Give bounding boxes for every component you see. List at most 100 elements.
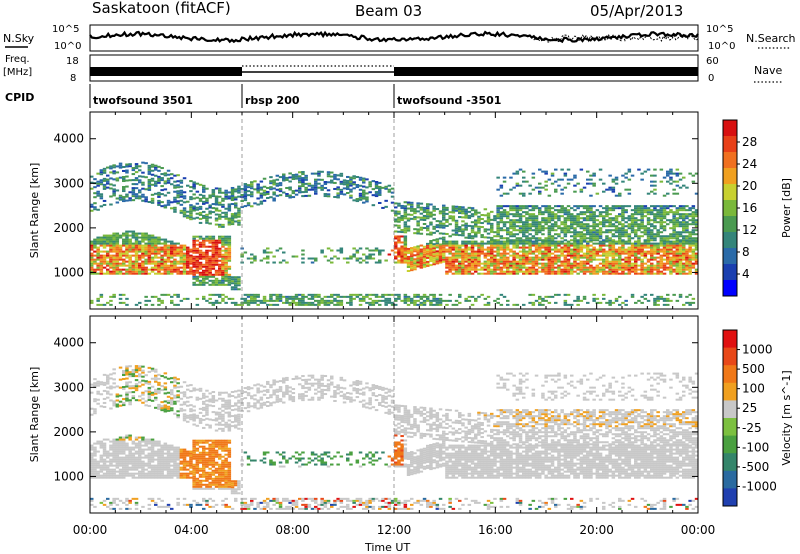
power-cell: [618, 192, 622, 195]
power-cell: [653, 301, 657, 304]
power-cell: [221, 239, 225, 242]
power-cell: [429, 303, 433, 306]
power-cell: [317, 174, 321, 177]
power-cell: [157, 256, 161, 259]
power-cell: [93, 262, 97, 265]
power-cell: [486, 264, 491, 267]
power-cell: [627, 270, 632, 273]
velocity-cell: [90, 454, 94, 457]
power-cell: [371, 253, 376, 256]
power-cell: [243, 193, 248, 196]
power-cell: [406, 257, 411, 260]
power-cell: [218, 195, 222, 198]
power-cell: [189, 260, 193, 263]
power-cell: [90, 181, 94, 184]
power-cell: [678, 213, 683, 216]
power-cell: [656, 205, 660, 208]
power-cell: [634, 270, 638, 273]
power-cell: [461, 250, 465, 253]
power-cell: [461, 268, 465, 271]
power-cell: [598, 262, 603, 265]
power-cell: [650, 239, 654, 242]
velocity-cell: [109, 474, 113, 477]
power-cell: [192, 197, 196, 200]
power-cell: [659, 209, 664, 212]
power-cell: [426, 250, 430, 253]
power-cell: [602, 221, 606, 224]
power-cell: [454, 223, 459, 226]
power-cell: [237, 209, 241, 212]
power-cell: [221, 235, 225, 238]
power-cell: [598, 221, 603, 224]
power-cell: [650, 235, 654, 238]
power-cell: [448, 240, 452, 243]
power-cell: [557, 256, 561, 259]
power-cell: [547, 252, 552, 255]
power-cell: [499, 248, 504, 251]
power-cell: [563, 301, 568, 304]
power-cell: [250, 187, 254, 190]
power-cell: [227, 257, 232, 260]
power-cell: [589, 235, 593, 238]
power-cell: [253, 255, 257, 258]
power-cell: [509, 248, 513, 251]
power-cell: [650, 237, 654, 240]
power-cell: [528, 252, 532, 255]
power-cell: [262, 189, 267, 192]
power-cell: [432, 205, 436, 208]
power-cell: [509, 207, 513, 210]
power-cell: [96, 208, 100, 211]
power-cell: [682, 250, 686, 253]
power-cell: [470, 266, 475, 269]
power-cell: [182, 244, 187, 247]
power-cell: [374, 295, 379, 298]
power-cell: [499, 260, 504, 263]
power-cell: [451, 248, 456, 251]
power-cell: [208, 261, 212, 264]
power-cell: [531, 237, 536, 240]
power-cell: [640, 207, 644, 210]
power-cell: [694, 225, 699, 228]
power-cell: [618, 242, 622, 245]
power-cell: [544, 172, 548, 175]
power-cell: [224, 237, 228, 240]
power-cell: [202, 186, 206, 189]
power-cell: [131, 264, 136, 267]
power-cell: [611, 301, 616, 304]
power-cell: [390, 293, 395, 296]
power-cell: [198, 199, 203, 202]
power-cell: [454, 258, 459, 261]
power-cell: [125, 264, 129, 267]
power-cell: [582, 213, 587, 216]
power-cell: [154, 184, 158, 187]
power-cell: [227, 195, 232, 198]
power-cell: [653, 237, 657, 240]
power-cell: [547, 211, 552, 214]
power-cell: [694, 233, 699, 236]
power-cell: [374, 183, 379, 186]
power-cell: [541, 264, 545, 267]
power-cell: [422, 293, 427, 296]
power-cell: [176, 260, 180, 263]
power-cell: [141, 268, 145, 271]
power-cell: [432, 247, 436, 250]
power-cell: [170, 242, 174, 245]
power-cell: [435, 297, 440, 300]
power-cell: [173, 268, 177, 271]
power-cell: [406, 263, 411, 266]
power-cell: [109, 244, 113, 247]
power-cell: [400, 261, 404, 264]
power-cell: [134, 197, 139, 200]
power-cell: [208, 273, 212, 276]
power-cell: [598, 205, 603, 208]
power-cell: [426, 205, 430, 208]
power-cell: [672, 180, 676, 183]
power-cell: [557, 233, 561, 236]
power-cell: [682, 231, 686, 234]
power-cell: [202, 297, 206, 300]
power-cell: [518, 240, 523, 243]
power-cell: [560, 229, 564, 232]
power-cell: [227, 247, 232, 250]
power-cell: [659, 254, 664, 257]
power-cell: [598, 254, 603, 257]
